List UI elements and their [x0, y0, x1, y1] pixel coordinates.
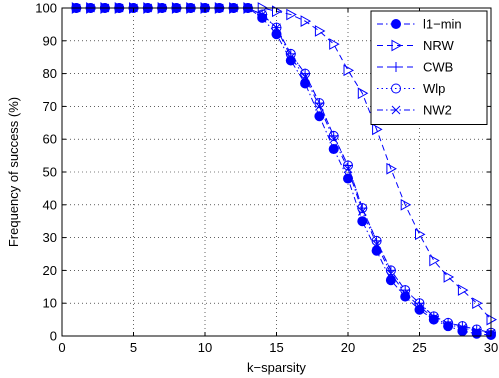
legend-marker	[391, 105, 401, 115]
data-point	[329, 134, 339, 144]
x-tick-label: 0	[58, 340, 65, 355]
data-point	[329, 38, 340, 50]
data-point	[457, 321, 468, 332]
legend-marker	[391, 62, 401, 72]
legend-label: Wlp	[423, 81, 445, 96]
legend-label: NRW	[423, 38, 455, 53]
legend-item: NRW	[377, 38, 455, 53]
data-point	[357, 87, 369, 100]
x-tick-label: 10	[198, 340, 212, 355]
data-point	[328, 130, 339, 141]
data-point	[300, 72, 310, 82]
data-point	[428, 311, 439, 322]
data-point	[357, 203, 368, 214]
legend-label: CWB	[423, 60, 453, 75]
ticks: 0 5 10 15 20 25 30 0 10 20 30 40 50 60 70 80 90 100	[35, 1, 498, 356]
data-point	[257, 9, 268, 20]
series-line	[76, 7, 492, 334]
y-tick-label: 70	[43, 99, 57, 114]
data-point	[458, 323, 467, 333]
legend-label: l1−min	[423, 17, 462, 32]
data-point	[386, 162, 397, 175]
x-tick-label: 5	[130, 340, 137, 355]
data-point	[414, 298, 425, 309]
y-tick-label: 50	[43, 165, 57, 180]
y-tick-label: 40	[43, 197, 57, 212]
legend-label: NW2	[423, 103, 452, 118]
data-point	[343, 164, 353, 174]
data-point	[400, 289, 410, 298]
data-point	[314, 111, 325, 122]
y-tick-label: 30	[43, 230, 57, 245]
data-point	[443, 317, 454, 328]
legend-item: l1−min	[377, 17, 462, 32]
data-point	[271, 22, 282, 33]
data-point	[471, 324, 482, 335]
y-tick-label: 10	[43, 296, 57, 311]
legend-item: CWB	[377, 60, 453, 75]
legend: l1−min NRW CWB Wlp NW2	[370, 10, 488, 125]
data-point	[457, 284, 469, 296]
data-point	[357, 216, 368, 227]
data-point	[343, 64, 355, 77]
data-point	[457, 321, 468, 332]
data-point	[300, 68, 311, 79]
data-point	[443, 320, 453, 329]
data-point	[372, 239, 381, 249]
y-tick-label: 20	[43, 263, 57, 278]
legend-marker	[391, 83, 401, 94]
y-tick-label: 100	[35, 1, 57, 16]
x-tick-label: 30	[484, 340, 498, 355]
data-point	[343, 173, 353, 184]
data-point	[371, 235, 382, 246]
data-point	[429, 313, 439, 323]
data-point	[428, 311, 439, 322]
data-point	[472, 326, 482, 336]
data-point	[386, 269, 396, 279]
legend-box	[370, 10, 488, 125]
legend-item: NW2	[377, 103, 452, 118]
data-point	[314, 25, 326, 37]
data-point	[286, 52, 296, 62]
data-point	[429, 254, 440, 267]
x-tick-label: 15	[269, 340, 283, 355]
y-axis-label: Frequency of success (%)	[6, 97, 21, 247]
y-tick-label: 0	[50, 329, 57, 344]
data-point	[443, 271, 455, 283]
series-line	[76, 7, 492, 320]
data-point	[472, 297, 483, 310]
data-point	[385, 265, 396, 276]
data-point	[315, 102, 324, 111]
data-point	[400, 285, 411, 296]
data-point	[272, 23, 281, 33]
data-point	[300, 15, 312, 27]
x-tick-label: 20	[341, 340, 355, 355]
data-point	[257, 10, 267, 19]
data-point	[357, 207, 367, 216]
data-point	[286, 8, 297, 21]
grid	[62, 8, 491, 336]
legend-item: Wlp	[377, 81, 445, 96]
y-tick-label: 60	[43, 132, 57, 147]
y-tick-label: 90	[43, 33, 57, 48]
data-point	[415, 228, 426, 241]
data-point	[400, 198, 412, 211]
y-tick-label: 80	[43, 66, 57, 81]
data-point	[372, 123, 383, 136]
data-point	[471, 324, 482, 335]
legend-marker	[391, 19, 401, 29]
data-point	[415, 302, 424, 311]
data-point	[285, 48, 296, 59]
legend-marker	[391, 39, 403, 52]
x-axis-label: k−sparsity	[247, 360, 306, 375]
x-tick-label: 25	[412, 340, 426, 355]
